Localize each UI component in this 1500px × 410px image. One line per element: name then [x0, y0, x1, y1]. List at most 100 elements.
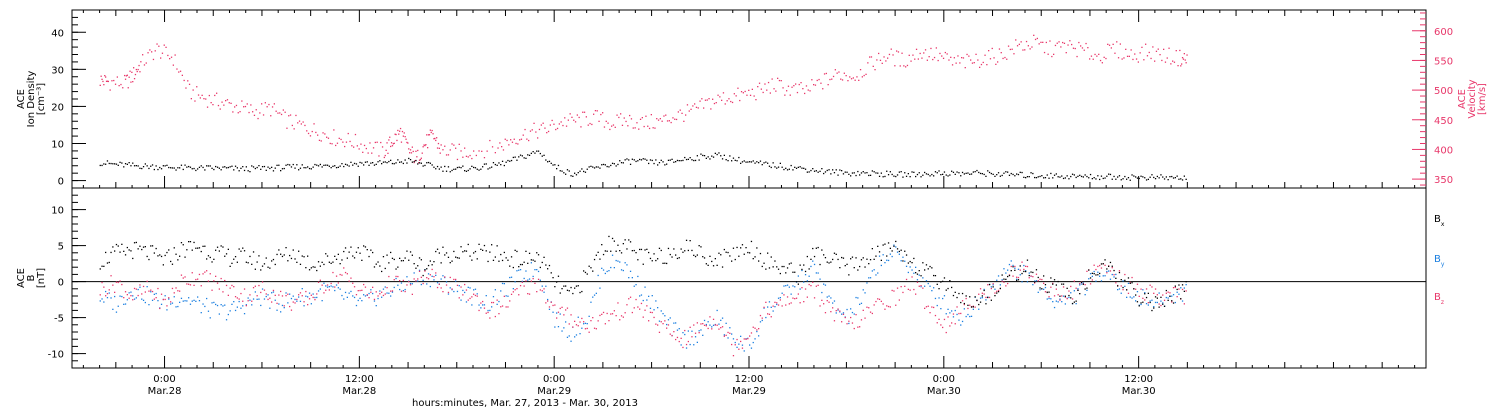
- bx-series-point: [227, 248, 229, 250]
- bx-series-point: [148, 258, 150, 261]
- density-series-point: [379, 160, 381, 162]
- bx-series-point: [1115, 277, 1117, 279]
- bx-series-point: [458, 257, 460, 259]
- by-series-point: [1109, 278, 1112, 280]
- density-series-point: [298, 169, 300, 171]
- bx-series-point: [370, 249, 372, 251]
- density-series-point: [271, 166, 273, 168]
- density-series-point: [182, 168, 184, 171]
- density-series-point: [153, 168, 155, 171]
- by-series-point: [323, 282, 325, 284]
- bx-series-point: [310, 267, 312, 269]
- density-series-point: [216, 166, 219, 168]
- velocity-series-point: [675, 118, 678, 121]
- by-series-point: [777, 297, 780, 299]
- bx-series-point: [334, 255, 336, 257]
- bz-series-point: [613, 310, 615, 312]
- bx-series-point: [918, 270, 920, 272]
- velocity-axis-title: ACEVelocity[km/s]: [1457, 79, 1488, 118]
- bx-series-point: [1091, 272, 1093, 274]
- bz-series-point: [606, 312, 608, 315]
- density-series-point: [918, 172, 920, 174]
- bz-series-point: [619, 319, 621, 321]
- bx-series-point: [240, 250, 242, 252]
- velocity-series-point: [401, 130, 404, 133]
- density-series-point: [1174, 177, 1176, 179]
- velocity-series-point: [932, 58, 934, 61]
- bz-series-point: [965, 297, 967, 300]
- by-series-point: [1106, 270, 1108, 273]
- velocity-series-point: [295, 114, 297, 117]
- velocity-series-point: [190, 98, 192, 100]
- velocity-series-point: [957, 55, 959, 57]
- by-series-point: [536, 269, 538, 271]
- density-series-point: [714, 152, 716, 154]
- by-series-point: [776, 303, 778, 306]
- bz-series-point: [583, 321, 585, 323]
- bx-series-point: [229, 265, 231, 267]
- bx-series-point: [128, 249, 130, 251]
- bz-series-point: [714, 324, 716, 326]
- velocity-series-point: [154, 50, 156, 52]
- velocity-series-point: [433, 138, 435, 140]
- velocity-series-point: [703, 107, 705, 109]
- density-series-point: [1176, 175, 1178, 177]
- bx-series-point: [866, 258, 868, 260]
- by-series-point: [653, 309, 655, 311]
- bx-series-point: [269, 267, 271, 269]
- velocity-series-point: [315, 131, 317, 134]
- by-series-point: [756, 330, 758, 333]
- velocity-series-point: [1058, 41, 1060, 43]
- density-series-point: [554, 164, 556, 166]
- velocity-series-point: [914, 58, 916, 60]
- by-series-point: [1160, 300, 1162, 302]
- x-tick-date-label: Mar.29: [537, 386, 571, 397]
- bz-series-point: [1055, 288, 1057, 290]
- bx-series-point: [1012, 266, 1014, 268]
- bz-series-point: [411, 293, 413, 295]
- velocity-series-point: [386, 142, 388, 144]
- bz-series-point: [981, 292, 983, 294]
- bx-series-point: [624, 239, 626, 241]
- bz-series-point: [837, 308, 839, 310]
- bx-series-point: [114, 250, 116, 252]
- bx-series-point: [1147, 292, 1149, 294]
- density-series-point: [377, 161, 379, 163]
- bz-series-point: [431, 268, 433, 271]
- velocity-series-point: [634, 127, 636, 129]
- by-series-point: [969, 315, 971, 318]
- bz-series-point: [512, 291, 514, 293]
- by-series-point: [577, 316, 579, 318]
- density-series-point: [114, 163, 116, 165]
- density-series-point: [400, 161, 403, 163]
- bx-series-point: [1089, 277, 1092, 279]
- bz-series-point: [1016, 276, 1018, 278]
- density-series-point: [785, 167, 787, 169]
- density-series-point: [633, 159, 635, 161]
- bz-series-point: [942, 326, 944, 329]
- density-series-point: [1082, 176, 1084, 178]
- bz-series-point: [1174, 286, 1176, 289]
- density-series-point: [606, 165, 608, 168]
- density-series-point: [384, 161, 386, 163]
- bx-series-point: [1174, 285, 1176, 287]
- bz-series-point: [314, 299, 316, 301]
- bx-series-point: [456, 257, 459, 259]
- velocity-series-point: [478, 150, 480, 152]
- bx-series-point: [905, 254, 908, 256]
- by-series-point: [341, 294, 343, 297]
- velocity-series-point: [553, 123, 555, 125]
- by-series-point: [491, 306, 493, 308]
- by-series-point: [525, 270, 527, 272]
- bx-series-point: [862, 257, 864, 259]
- bx-series-point: [669, 253, 671, 256]
- density-series-point: [1034, 176, 1036, 179]
- bx-series-point: [680, 248, 682, 250]
- velocity-series-point: [199, 97, 201, 99]
- bx-series-point: [135, 241, 137, 244]
- by-series-point: [377, 297, 379, 300]
- density-series-point: [245, 166, 247, 168]
- bz-series-point: [736, 338, 738, 341]
- bz-series-point: [741, 347, 744, 349]
